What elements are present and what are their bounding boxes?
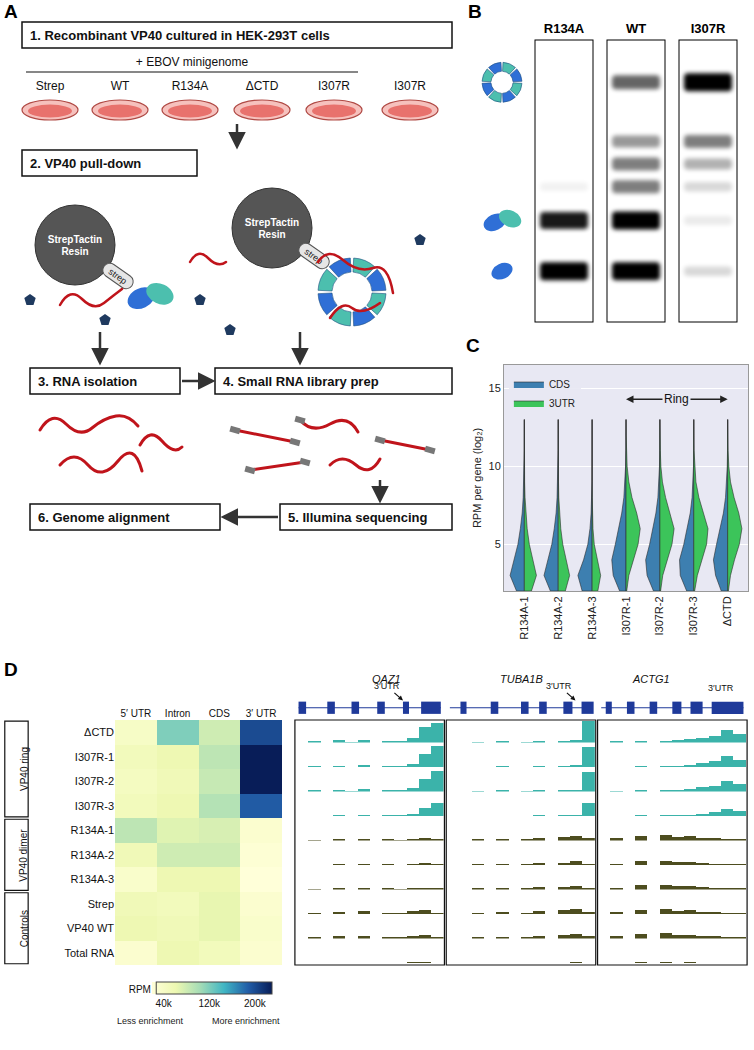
svg-text:I307R-2: I307R-2 [75,775,114,787]
svg-text:3UTR: 3UTR [549,398,575,409]
svg-text:ΔCTD: ΔCTD [246,79,279,93]
svg-text:ΔCTD: ΔCTD [84,726,114,738]
svg-text:R134A-3: R134A-3 [586,596,598,639]
svg-text:5: 5 [495,538,501,550]
svg-text:15: 15 [489,382,501,394]
svg-text:strep: strep [302,246,325,267]
svg-text:R134A-3: R134A-3 [71,873,114,885]
svg-text:10: 10 [489,460,501,472]
svg-text:4. Small RNA library prep: 4. Small RNA library prep [223,374,379,389]
svg-text:C: C [466,335,480,356]
svg-text:TUBA1B: TUBA1B [500,673,543,685]
svg-text:I307R-1: I307R-1 [75,751,114,763]
svg-text:40k: 40k [156,998,173,1009]
svg-text:R134A: R134A [544,21,585,36]
svg-text:CDS: CDS [209,708,230,719]
svg-text:I307R-3: I307R-3 [687,596,699,635]
svg-text:3′UTR: 3′UTR [374,681,400,691]
svg-text:Controls: Controls [19,910,30,947]
svg-text:WT: WT [111,79,130,93]
svg-text:3′UTR: 3′UTR [708,683,734,693]
svg-text:D: D [4,659,18,680]
svg-text:I307R-2: I307R-2 [653,596,665,635]
svg-text:R134A-2: R134A-2 [71,849,114,861]
svg-text:VP40 WT: VP40 WT [67,922,114,934]
svg-text:5. Illumina sequencing: 5. Illumina sequencing [288,510,427,525]
svg-text:3. RNA isolation: 3. RNA isolation [38,374,137,389]
svg-text:A: A [4,1,18,22]
svg-text:I307R-3: I307R-3 [75,800,114,812]
svg-text:B: B [468,1,482,22]
svg-text:1. Recombinant VP40 cultured: 1. Recombinant VP40 cultured in HEK-293T… [30,28,330,43]
svg-text:WT: WT [626,21,646,36]
svg-text:6. Genome alignment: 6. Genome alignment [38,510,170,525]
svg-text:R134A-1: R134A-1 [71,824,114,836]
svg-text:strep: strep [107,267,129,287]
svg-text:R134A: R134A [172,79,209,93]
svg-text:I307R: I307R [394,79,426,93]
svg-text:200k: 200k [244,998,267,1009]
svg-text:Less enrichment: Less enrichment [117,1016,184,1026]
svg-text:ACTG1: ACTG1 [632,673,670,685]
svg-text:StrepTactinResin: StrepTactinResin [48,234,102,257]
svg-text:Strep: Strep [88,898,114,910]
svg-text:RPM: RPM [129,984,151,995]
svg-text:R134A-1: R134A-1 [518,596,530,639]
svg-text:120k: 120k [198,998,221,1009]
svg-text:StrepTactinResin: StrepTactinResin [245,217,299,240]
svg-text:3′ UTR: 3′ UTR [246,708,277,719]
svg-text:CDS: CDS [549,379,570,390]
svg-text:2. VP40 pull-down: 2. VP40 pull-down [30,156,141,171]
svg-text:Strep: Strep [36,79,65,93]
svg-text:VP40 dimer: VP40 dimer [18,829,29,882]
svg-text:I307R-1: I307R-1 [620,596,632,635]
svg-text:R134A-2: R134A-2 [552,596,564,639]
svg-text:3′UTR: 3′UTR [546,681,572,691]
svg-text:I307R: I307R [691,21,726,36]
svg-text:More enrichment: More enrichment [212,1016,280,1026]
svg-text:Total RNA: Total RNA [64,947,114,959]
svg-text:Intron: Intron [165,708,191,719]
svg-text:VP40 ring: VP40 ring [19,747,30,791]
svg-text:I307R: I307R [318,79,350,93]
svg-text:5′ UTR: 5′ UTR [120,708,151,719]
svg-text:+ EBOV minigenome: + EBOV minigenome [136,55,249,69]
svg-text:OAZ1: OAZ1 [372,673,401,685]
svg-text:RPM per gene (log₂): RPM per gene (log₂) [471,428,483,528]
svg-text:Ring: Ring [664,392,689,406]
svg-text:ΔCTD: ΔCTD [721,596,733,626]
